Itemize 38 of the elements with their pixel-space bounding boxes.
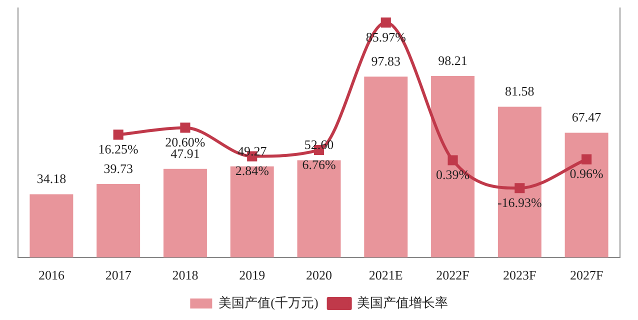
data-label: 16.25% — [98, 142, 139, 157]
data-label: 34.18 — [36, 171, 66, 186]
x-tick-label: 2022F — [436, 268, 470, 283]
bar — [431, 76, 475, 258]
data-label: -16.93% — [497, 195, 542, 210]
bar — [297, 160, 341, 258]
data-label: 67.47 — [572, 110, 602, 125]
data-label: 97.83 — [371, 54, 401, 69]
x-tick-label: 2020 — [306, 268, 332, 283]
legend-label: 美国产值(千万元) — [218, 294, 318, 310]
point — [582, 154, 592, 164]
x-tick-label: 2023F — [503, 268, 536, 283]
data-label: 39.73 — [104, 160, 133, 176]
x-tick-label: 2019 — [239, 268, 266, 283]
bar — [163, 168, 207, 258]
x-tick-label: 2017 — [105, 268, 132, 283]
data-label: 81.58 — [505, 84, 534, 99]
x-tick-label: 2021E — [368, 268, 403, 283]
x-tick-label: 2018 — [172, 268, 198, 283]
data-label: 2.84% — [235, 163, 270, 178]
bar — [498, 106, 542, 258]
point — [448, 155, 458, 166]
point — [180, 122, 190, 133]
bar — [96, 184, 140, 258]
x-tick-label: 2016 — [38, 268, 65, 283]
data-label: 0.96% — [570, 166, 604, 182]
data-label: 98.21 — [438, 52, 468, 68]
bar — [230, 166, 274, 258]
bar — [564, 132, 608, 258]
bar — [364, 76, 408, 258]
legend-label: 美国产值增长率 — [356, 294, 448, 310]
point — [380, 17, 391, 28]
x-tick-label: 2027F — [570, 268, 604, 283]
data-label: 6.76% — [302, 156, 336, 172]
point — [514, 183, 525, 194]
data-label: 0.39% — [436, 167, 470, 182]
bar — [30, 194, 74, 258]
point — [113, 130, 124, 140]
